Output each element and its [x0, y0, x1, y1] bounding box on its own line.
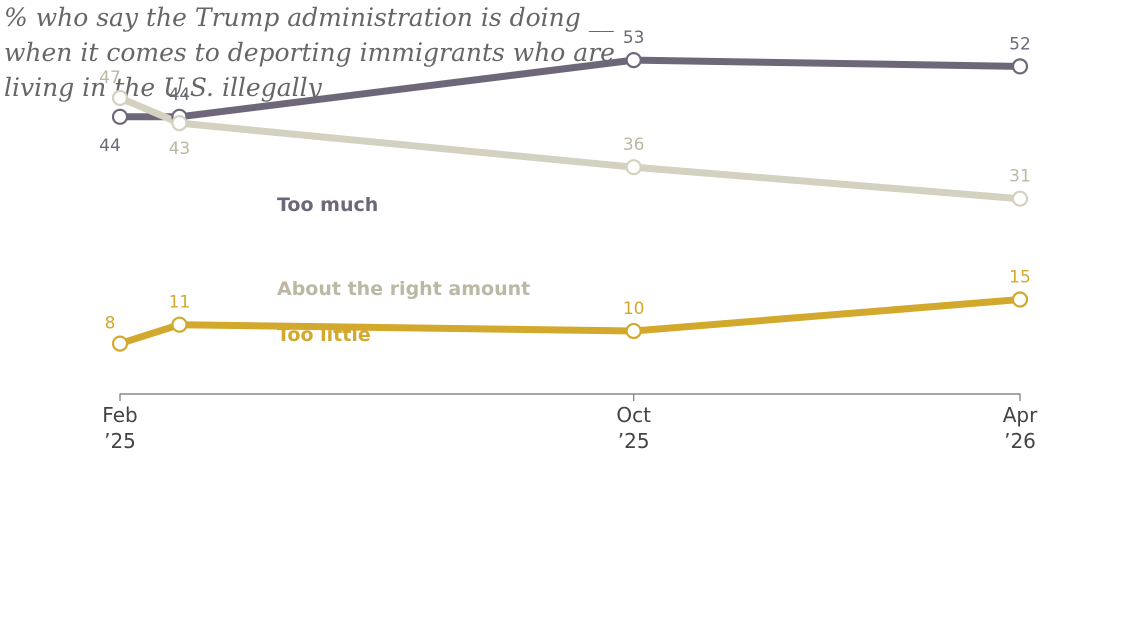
- data-point-too-little: [171, 316, 188, 333]
- data-labels: 44 44 53 52 47 43 36 31 8 11 10 15: [99, 28, 1031, 334]
- data-point-too-little: [1011, 291, 1029, 308]
- data-point-about-the-right-amount: [625, 159, 642, 176]
- data-label-too-little: 11: [169, 293, 191, 313]
- series-line-too-much: [116, 56, 1024, 121]
- data-point-too-little: [625, 322, 642, 340]
- data-label-about-the-right-amount: 43: [169, 139, 191, 159]
- chart-title: % who say the Trump administration is do…: [4, 3, 615, 102]
- data-label-too-much: 52: [1009, 34, 1031, 54]
- data-label-too-much: 44: [99, 136, 121, 156]
- data-label-about-the-right-amount: 36: [623, 135, 645, 155]
- data-points: [111, 51, 1029, 352]
- series-name-too-little: Too little: [277, 324, 371, 346]
- data-label-too-much: 44: [169, 85, 191, 105]
- data-point-too-much: [625, 51, 642, 69]
- x-tick-label-year: ’25: [618, 429, 650, 453]
- data-point-about-the-right-amount: [1011, 190, 1029, 207]
- data-point-too-much: [111, 108, 129, 125]
- series-name-too-much: Too much: [277, 194, 378, 216]
- data-point-about-the-right-amount: [111, 89, 129, 107]
- data-point-about-the-right-amount: [171, 114, 188, 132]
- x-tick-label-year: ’25: [104, 429, 136, 453]
- series-lines: [116, 56, 1024, 348]
- data-label-about-the-right-amount: 31: [1009, 167, 1031, 187]
- series-name-about-the-right-amount: About the right amount: [277, 278, 530, 300]
- series-line-about-the-right-amount: [116, 94, 1024, 203]
- data-point-too-little: [111, 335, 129, 352]
- data-label-too-little: 10: [623, 299, 645, 319]
- data-label-too-much: 53: [623, 28, 645, 48]
- data-point-too-much: [1011, 58, 1029, 75]
- series-line-too-little: [116, 296, 1024, 348]
- data-label-about-the-right-amount: 47: [99, 68, 121, 88]
- data-label-too-little: 8: [105, 314, 116, 334]
- x-tick-label: Oct: [616, 403, 651, 427]
- x-tick-label: Apr: [1003, 403, 1038, 427]
- x-tick-label: Feb: [102, 403, 137, 427]
- data-label-too-little: 15: [1009, 268, 1031, 288]
- series-labels: Too much About the right amount Too little: [277, 194, 530, 346]
- x-tick-label-year: ’26: [1004, 429, 1036, 453]
